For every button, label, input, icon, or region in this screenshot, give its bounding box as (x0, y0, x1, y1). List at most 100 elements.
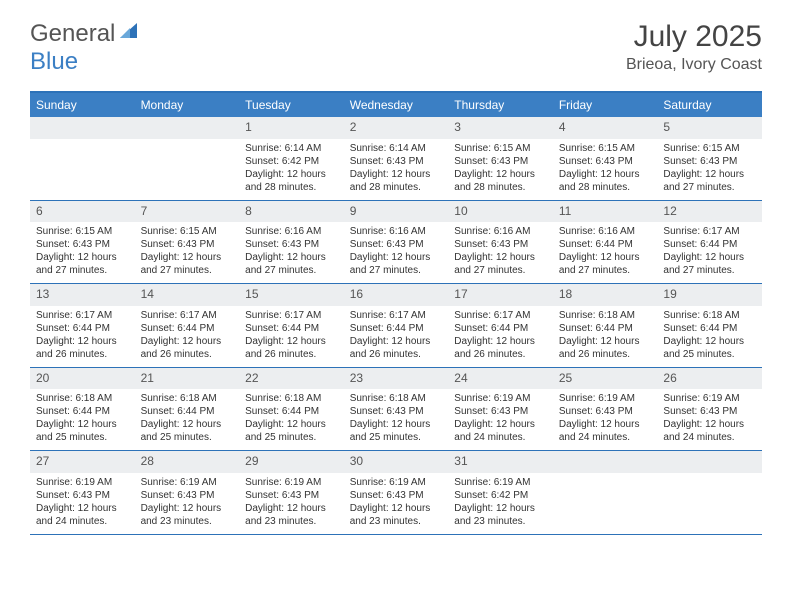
cell-line: and 27 minutes. (663, 264, 756, 277)
day-number: 7 (135, 201, 240, 223)
cell-line: Sunset: 6:43 PM (141, 238, 234, 251)
calendar-cell: 9Sunrise: 6:16 AMSunset: 6:43 PMDaylight… (344, 201, 449, 284)
cell-line: Sunrise: 6:18 AM (663, 309, 756, 322)
cell-body: Sunrise: 6:16 AMSunset: 6:43 PMDaylight:… (448, 222, 553, 283)
calendar-cell: 24Sunrise: 6:19 AMSunset: 6:43 PMDayligh… (448, 368, 553, 451)
cell-line: and 23 minutes. (454, 515, 547, 528)
cell-line: Daylight: 12 hours (141, 502, 234, 515)
cell-body: Sunrise: 6:19 AMSunset: 6:43 PMDaylight:… (30, 473, 135, 534)
cell-body: Sunrise: 6:19 AMSunset: 6:43 PMDaylight:… (239, 473, 344, 534)
day-number: 2 (344, 117, 449, 139)
cell-line: and 24 minutes. (454, 431, 547, 444)
cell-line: Daylight: 12 hours (454, 502, 547, 515)
calendar-cell-empty (30, 117, 135, 200)
cell-line: and 26 minutes. (245, 348, 338, 361)
cell-body: Sunrise: 6:19 AMSunset: 6:43 PMDaylight:… (135, 473, 240, 534)
calendar-cell: 5Sunrise: 6:15 AMSunset: 6:43 PMDaylight… (657, 117, 762, 200)
calendar-cell: 12Sunrise: 6:17 AMSunset: 6:44 PMDayligh… (657, 201, 762, 284)
cell-line: Sunset: 6:44 PM (559, 238, 652, 251)
cell-line: Sunset: 6:43 PM (350, 155, 443, 168)
day-number: 23 (344, 368, 449, 390)
calendar-cell: 22Sunrise: 6:18 AMSunset: 6:44 PMDayligh… (239, 368, 344, 451)
day-number: 6 (30, 201, 135, 223)
cell-line: Sunset: 6:43 PM (36, 489, 129, 502)
cell-line: and 25 minutes. (245, 431, 338, 444)
day-number: 27 (30, 451, 135, 473)
cell-body: Sunrise: 6:17 AMSunset: 6:44 PMDaylight:… (135, 306, 240, 367)
day-number: 20 (30, 368, 135, 390)
cell-body: Sunrise: 6:16 AMSunset: 6:43 PMDaylight:… (239, 222, 344, 283)
cell-body: Sunrise: 6:17 AMSunset: 6:44 PMDaylight:… (448, 306, 553, 367)
cell-line: Sunrise: 6:16 AM (454, 225, 547, 238)
cell-body: Sunrise: 6:14 AMSunset: 6:42 PMDaylight:… (239, 139, 344, 200)
day-number: 17 (448, 284, 553, 306)
cell-body: Sunrise: 6:19 AMSunset: 6:43 PMDaylight:… (448, 389, 553, 450)
day-number: 9 (344, 201, 449, 223)
calendar-cell: 27Sunrise: 6:19 AMSunset: 6:43 PMDayligh… (30, 451, 135, 534)
cell-body: Sunrise: 6:19 AMSunset: 6:43 PMDaylight:… (344, 473, 449, 534)
cell-body: Sunrise: 6:19 AMSunset: 6:42 PMDaylight:… (448, 473, 553, 534)
cell-line: Daylight: 12 hours (559, 251, 652, 264)
cell-line: Sunset: 6:43 PM (350, 238, 443, 251)
cell-line: and 28 minutes. (559, 181, 652, 194)
calendar-cell: 8Sunrise: 6:16 AMSunset: 6:43 PMDaylight… (239, 201, 344, 284)
cell-line: Sunrise: 6:19 AM (663, 392, 756, 405)
cell-line: Sunrise: 6:19 AM (559, 392, 652, 405)
cell-line: Sunrise: 6:17 AM (454, 309, 547, 322)
day-number: 28 (135, 451, 240, 473)
cell-line: Daylight: 12 hours (141, 335, 234, 348)
day-number: 19 (657, 284, 762, 306)
cell-line: and 26 minutes. (559, 348, 652, 361)
cell-line: and 25 minutes. (36, 431, 129, 444)
cell-line: and 25 minutes. (141, 431, 234, 444)
cell-body: Sunrise: 6:15 AMSunset: 6:43 PMDaylight:… (135, 222, 240, 283)
cell-line: Sunrise: 6:18 AM (36, 392, 129, 405)
cell-line: Daylight: 12 hours (36, 418, 129, 431)
logo-sail-icon (117, 20, 143, 48)
day-header-wednesday: Wednesday (344, 93, 449, 117)
cell-line: and 25 minutes. (350, 431, 443, 444)
cell-body: Sunrise: 6:19 AMSunset: 6:43 PMDaylight:… (553, 389, 658, 450)
cell-line: Sunset: 6:43 PM (454, 405, 547, 418)
cell-line: Sunset: 6:43 PM (559, 405, 652, 418)
cell-line: Sunrise: 6:16 AM (245, 225, 338, 238)
calendar-cell: 25Sunrise: 6:19 AMSunset: 6:43 PMDayligh… (553, 368, 658, 451)
cell-line: Daylight: 12 hours (36, 502, 129, 515)
cell-line: and 28 minutes. (350, 181, 443, 194)
cell-line: Daylight: 12 hours (350, 251, 443, 264)
day-number: 10 (448, 201, 553, 223)
cell-line: Sunset: 6:44 PM (36, 322, 129, 335)
cell-line: Sunset: 6:44 PM (141, 322, 234, 335)
title-block: July 2025 Brieoa, Ivory Coast (626, 20, 762, 74)
cell-line: and 27 minutes. (663, 181, 756, 194)
cell-line: Daylight: 12 hours (559, 168, 652, 181)
cell-line: Sunset: 6:44 PM (141, 405, 234, 418)
cell-body: Sunrise: 6:18 AMSunset: 6:44 PMDaylight:… (239, 389, 344, 450)
cell-line: Sunset: 6:44 PM (245, 405, 338, 418)
cell-line: Daylight: 12 hours (663, 168, 756, 181)
calendar-cell: 15Sunrise: 6:17 AMSunset: 6:44 PMDayligh… (239, 284, 344, 367)
cell-body: Sunrise: 6:17 AMSunset: 6:44 PMDaylight:… (239, 306, 344, 367)
day-header-monday: Monday (135, 93, 240, 117)
header: GeneralBlue July 2025 Brieoa, Ivory Coas… (0, 0, 792, 86)
cell-line: Sunset: 6:44 PM (663, 322, 756, 335)
cell-body: Sunrise: 6:16 AMSunset: 6:44 PMDaylight:… (553, 222, 658, 283)
cell-line: Sunset: 6:44 PM (454, 322, 547, 335)
cell-body: Sunrise: 6:18 AMSunset: 6:44 PMDaylight:… (657, 306, 762, 367)
day-number: 26 (657, 368, 762, 390)
day-number: 8 (239, 201, 344, 223)
cell-body: Sunrise: 6:18 AMSunset: 6:44 PMDaylight:… (553, 306, 658, 367)
cell-body: Sunrise: 6:17 AMSunset: 6:44 PMDaylight:… (344, 306, 449, 367)
cell-line: Sunset: 6:43 PM (454, 238, 547, 251)
cell-body: Sunrise: 6:18 AMSunset: 6:44 PMDaylight:… (135, 389, 240, 450)
day-number (135, 117, 240, 139)
cell-body: Sunrise: 6:16 AMSunset: 6:43 PMDaylight:… (344, 222, 449, 283)
calendar-cell: 13Sunrise: 6:17 AMSunset: 6:44 PMDayligh… (30, 284, 135, 367)
cell-line: and 27 minutes. (559, 264, 652, 277)
cell-line: Daylight: 12 hours (350, 168, 443, 181)
day-number: 21 (135, 368, 240, 390)
calendar-cell: 10Sunrise: 6:16 AMSunset: 6:43 PMDayligh… (448, 201, 553, 284)
day-number: 16 (344, 284, 449, 306)
cell-line: Sunset: 6:43 PM (350, 405, 443, 418)
cell-line: Daylight: 12 hours (350, 418, 443, 431)
